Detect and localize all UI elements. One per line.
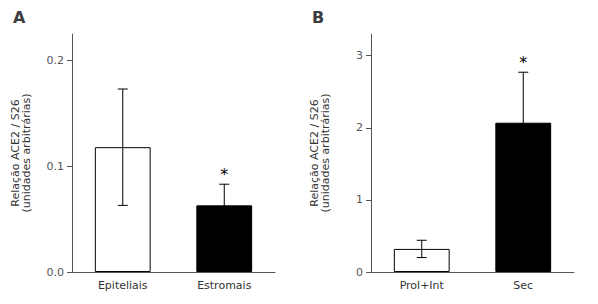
svg-text:Relação ACE2 / S26: Relação ACE2 / S26 [308,99,321,207]
svg-text:Estromais: Estromais [197,279,252,292]
svg-text:(unidades arbitrárias): (unidades arbitrárias) [20,93,33,212]
svg-text:*: * [519,53,527,72]
svg-text:0.2: 0.2 [47,54,65,67]
svg-text:0: 0 [356,266,363,279]
svg-text:0.1: 0.1 [47,160,65,173]
svg-text:1: 1 [356,193,363,206]
svg-text:A: A [13,8,26,27]
svg-text:Prol+Int: Prol+Int [400,279,445,292]
svg-text:(unidades arbitrárias): (unidades arbitrárias) [319,93,332,212]
svg-text:0.0: 0.0 [47,266,65,279]
svg-text:Relação ACE2 / S26: Relação ACE2 / S26 [9,99,22,207]
svg-text:Epiteliais: Epiteliais [98,279,148,292]
svg-text:2: 2 [356,121,363,134]
svg-text:B: B [312,8,324,27]
svg-text:*: * [220,165,228,184]
svg-text:3: 3 [356,49,363,62]
svg-text:Sec: Sec [513,279,533,292]
